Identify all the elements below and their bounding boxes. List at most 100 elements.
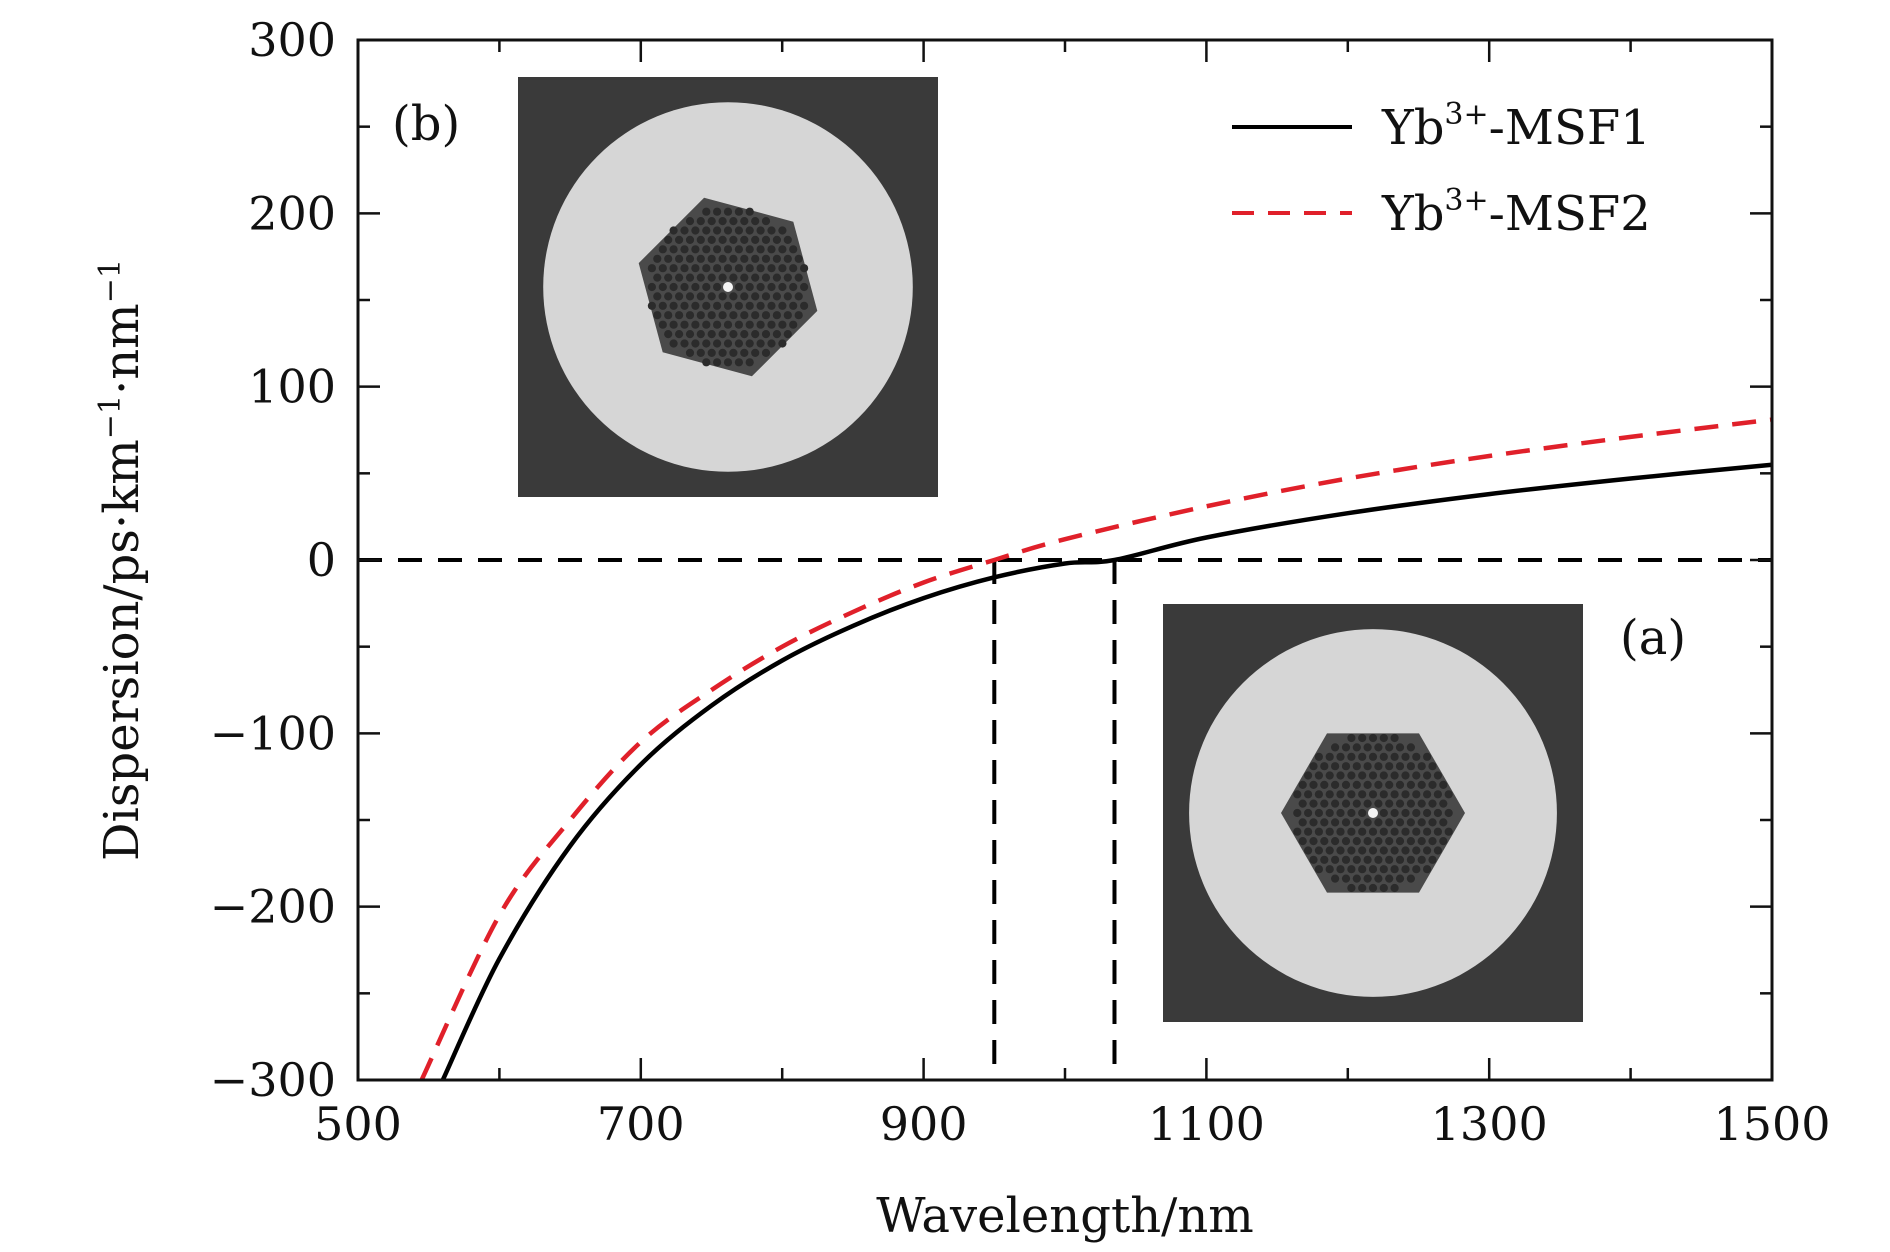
air-hole: [1309, 799, 1318, 808]
air-hole: [1444, 790, 1453, 799]
legend: Yb3+-MSF1 Yb3+-MSF2: [1232, 97, 1651, 242]
air-hole: [740, 235, 749, 244]
air-hole: [707, 311, 716, 320]
air-hole: [1325, 790, 1334, 799]
air-hole: [1368, 771, 1378, 780]
air-hole: [745, 358, 754, 367]
air-hole: [713, 301, 722, 310]
air-hole: [1390, 752, 1399, 761]
air-hole: [1314, 790, 1323, 799]
air-hole: [1395, 855, 1405, 864]
air-hole: [658, 282, 667, 292]
air-hole: [1412, 752, 1421, 761]
x-axis-title: Wavelength/nm: [876, 1188, 1254, 1244]
air-hole: [1439, 837, 1448, 846]
air-hole: [1417, 818, 1426, 827]
air-hole: [713, 339, 722, 348]
air-hole: [1368, 883, 1378, 893]
air-hole: [767, 264, 776, 273]
air-hole: [772, 235, 782, 244]
air-hole: [761, 330, 771, 339]
air-hole: [1363, 855, 1372, 864]
air-hole: [789, 245, 798, 254]
air-hole: [653, 292, 662, 301]
air-hole: [702, 339, 711, 348]
air-hole: [1428, 780, 1437, 790]
air-hole: [1439, 818, 1448, 827]
air-hole: [723, 207, 733, 216]
air-hole: [745, 320, 754, 329]
air-hole: [1412, 865, 1421, 874]
air-hole: [718, 330, 727, 339]
air-hole: [723, 320, 733, 329]
air-hole: [734, 264, 744, 273]
air-hole: [756, 264, 765, 273]
air-hole: [1309, 837, 1318, 846]
air-hole: [1320, 799, 1329, 808]
air-hole: [1347, 752, 1356, 761]
air-hole: [767, 301, 776, 310]
air-hole: [680, 339, 689, 348]
air-hole: [1428, 855, 1437, 864]
air-hole: [1314, 865, 1323, 874]
air-hole: [1374, 799, 1383, 808]
air-hole: [1347, 827, 1356, 836]
air-hole: [664, 330, 673, 339]
air-hole: [1401, 808, 1410, 818]
air-hole: [1309, 762, 1318, 771]
air-hole: [723, 226, 733, 235]
air-hole: [1368, 733, 1378, 743]
air-hole: [691, 301, 700, 310]
air-hole: [745, 226, 754, 235]
air-hole: [1406, 799, 1415, 808]
air-hole: [1385, 743, 1394, 752]
air-hole: [729, 273, 738, 282]
air-hole: [1341, 855, 1351, 864]
air-hole: [1352, 818, 1361, 827]
air-hole: [1358, 827, 1367, 836]
air-hole: [1331, 855, 1340, 864]
air-hole: [1385, 855, 1394, 864]
air-hole: [1314, 771, 1323, 780]
air-hole: [756, 282, 765, 292]
air-hole: [1385, 799, 1394, 808]
air-hole: [1390, 827, 1399, 836]
air-hole: [723, 301, 733, 310]
air-hole: [1331, 818, 1340, 827]
legend-label-msf1: Yb3+-MSF1: [1381, 97, 1651, 156]
air-hole: [1390, 883, 1399, 893]
air-hole: [1314, 827, 1323, 836]
reference-lines: [358, 558, 1772, 1080]
air-hole: [756, 301, 765, 310]
air-hole: [1331, 874, 1340, 883]
air-hole: [669, 301, 678, 310]
air-hole: [794, 254, 803, 263]
air-hole: [685, 311, 695, 320]
air-hole: [783, 254, 792, 263]
air-hole: [723, 245, 733, 254]
air-hole: [658, 264, 667, 273]
air-hole: [675, 330, 684, 339]
air-hole: [756, 320, 765, 329]
air-hole: [740, 254, 749, 263]
air-hole: [658, 301, 667, 310]
panel-label-b: (b): [392, 96, 460, 152]
air-hole: [1320, 855, 1329, 864]
air-hole: [1331, 837, 1340, 846]
air-hole: [1423, 846, 1432, 855]
air-hole: [680, 264, 689, 273]
air-hole: [778, 320, 787, 329]
air-hole: [1325, 846, 1334, 855]
air-hole: [1417, 837, 1426, 846]
air-hole: [1347, 771, 1356, 780]
air-hole: [1428, 818, 1437, 827]
air-hole: [778, 339, 787, 348]
air-hole: [685, 292, 695, 301]
air-hole: [713, 320, 722, 329]
air-hole: [1379, 883, 1388, 893]
air-hole: [756, 245, 765, 254]
air-hole: [1298, 837, 1307, 846]
x-tick-label: 1100: [1148, 1097, 1265, 1151]
air-hole: [1406, 780, 1415, 790]
